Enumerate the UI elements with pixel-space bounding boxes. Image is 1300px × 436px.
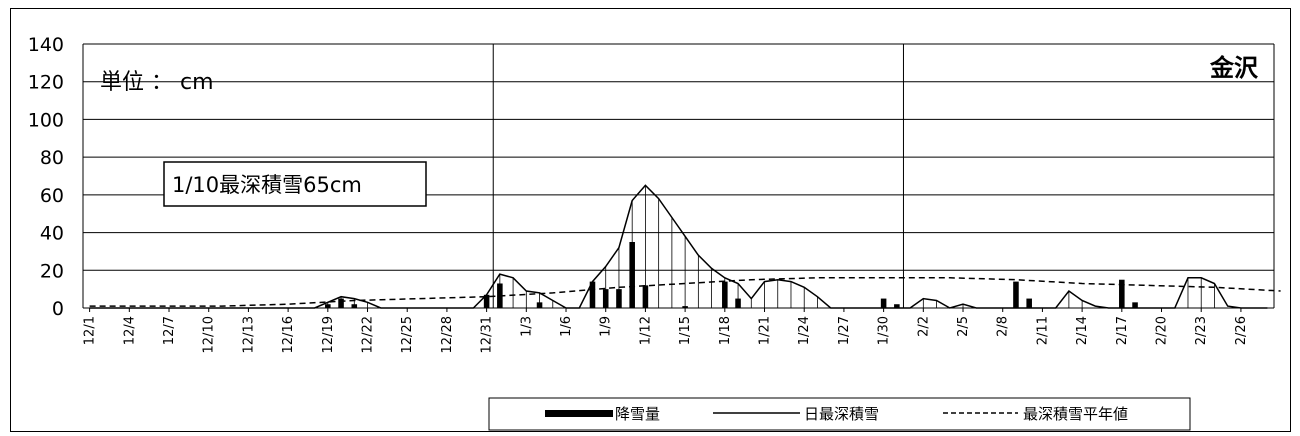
x-tick-label: 1/3 [519, 316, 534, 337]
legend-label-snowfall: 降雪量 [615, 405, 660, 423]
snowfall-bar [880, 298, 887, 308]
x-tick-label: 2/26 [1234, 316, 1249, 345]
x-tick-label: 12/16 [281, 316, 296, 353]
snowfall-bar [629, 242, 635, 308]
y-tick-label: 100 [28, 109, 64, 131]
snowfall-bar [1026, 298, 1032, 308]
x-tick-label: 12/10 [202, 316, 217, 353]
x-tick-label: 1/18 [718, 316, 733, 345]
snowfall-bar [1013, 281, 1019, 308]
snowfall-bar [602, 289, 609, 308]
snowfall-bar [894, 304, 900, 308]
y-axis-ticks: 0 20 40 60 80 100 120 140 [28, 34, 64, 320]
legend-label-normal: 最深積雪平年値 [1023, 405, 1128, 423]
x-tick-label: 1/27 [837, 316, 852, 345]
series-lines [89, 184, 1281, 309]
snowfall-bar [722, 281, 728, 308]
x-tick-label: 12/19 [321, 316, 336, 353]
x-tick-label: 2/2 [916, 316, 931, 337]
x-tick-label: 2/17 [1115, 316, 1130, 345]
y-tick-label: 140 [28, 34, 64, 56]
x-tick-label: 12/13 [241, 316, 256, 353]
snowfall-bar [682, 306, 688, 308]
legend-label-depth: 日最深積雪 [804, 405, 879, 423]
x-tick-label: 2/20 [1155, 316, 1170, 345]
normal-depth-line [89, 277, 1281, 307]
y-tick-label: 0 [52, 298, 64, 320]
snowfall-bar [338, 298, 344, 308]
annotation-box [163, 161, 427, 207]
snowfall-bars [325, 242, 1138, 308]
snowfall-bar [536, 302, 543, 308]
x-tick-label: 2/14 [1075, 316, 1090, 345]
x-tick-label: 2/11 [1035, 316, 1050, 345]
y-tick-label: 120 [28, 72, 64, 94]
x-tick-label: 2/8 [996, 316, 1011, 337]
legend-swatch-snowfall [545, 410, 613, 417]
unit-label: 単位 ： cm [100, 70, 214, 95]
x-tick-label: 1/15 [678, 316, 693, 345]
snowfall-bar [616, 289, 622, 308]
y-tick-label: 80 [40, 147, 64, 169]
snowfall-bar [351, 304, 358, 308]
x-tick-label: 12/28 [440, 316, 455, 353]
x-tick-label: 2/5 [956, 316, 971, 337]
x-tick-label: 2/23 [1194, 316, 1209, 345]
daily-depth-line [89, 184, 1268, 309]
snowfall-bar [642, 285, 649, 308]
snowfall-bar [1119, 279, 1125, 308]
x-tick-label: 12/7 [162, 316, 177, 345]
x-tick-label: 12/25 [400, 316, 415, 353]
snow-depth-hatching [327, 185, 1215, 308]
x-tick-label: 1/6 [559, 316, 574, 337]
x-tick-label: 1/9 [599, 316, 614, 337]
snowfall-bar [483, 294, 490, 308]
x-tick-label: 12/22 [361, 316, 376, 353]
x-tick-label: 12/1 [83, 316, 98, 345]
x-tick-label: 12/4 [122, 316, 137, 345]
y-tick-label: 40 [40, 223, 64, 245]
x-tick-label: 1/12 [638, 316, 653, 345]
y-tick-label: 60 [40, 185, 64, 207]
x-axis-ticks: 12/1 12/4 12/7 12/10 12/13 12/16 12/19 12/22 12/… [83, 308, 1249, 353]
x-tick-label: 1/21 [758, 316, 773, 345]
x-tick-label: 1/30 [877, 316, 892, 345]
snowfall-bar [735, 298, 741, 308]
y-tick-label: 20 [40, 260, 64, 282]
snowfall-bar [1132, 302, 1138, 308]
x-tick-label: 12/31 [480, 316, 495, 353]
snowfall-bar [589, 281, 596, 308]
annotation-text: 1/10最深積雪65cm [172, 173, 362, 197]
chart-frame [10, 8, 1291, 432]
snowfall-bar [325, 304, 331, 308]
x-tick-label: 1/24 [797, 316, 812, 345]
station-label: 金沢 [1209, 54, 1259, 82]
